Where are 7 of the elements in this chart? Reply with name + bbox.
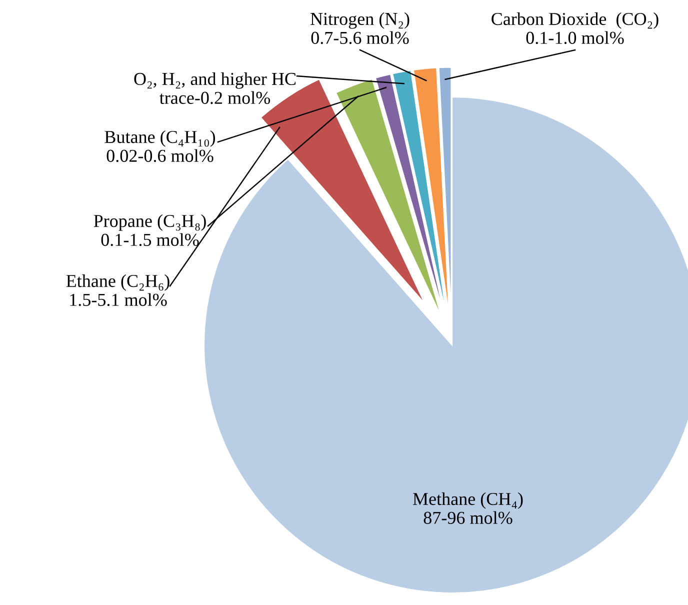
slice-label: Nitrogen (N₂) 0.7-5.6 mol% — [310, 12, 410, 44]
slice-label: O₂, H₂, and higher HC trace-0.2 mol% — [134, 72, 296, 104]
slice-label: Carbon Dioxide (CO₂) 0.1-1.0 mol% — [492, 12, 658, 44]
slice-label: Ethane (C₂H₆) 1.5-5.1 mol% — [66, 274, 170, 306]
slice-label: Butane (C₄H₁₀) 0.02-0.6 mol% — [104, 130, 216, 162]
slice-label: Methane (CH₄) 87-96 mol% — [412, 492, 523, 524]
slice-label: Propane (C₃H₈) 0.1-1.5 mol% — [94, 214, 206, 246]
